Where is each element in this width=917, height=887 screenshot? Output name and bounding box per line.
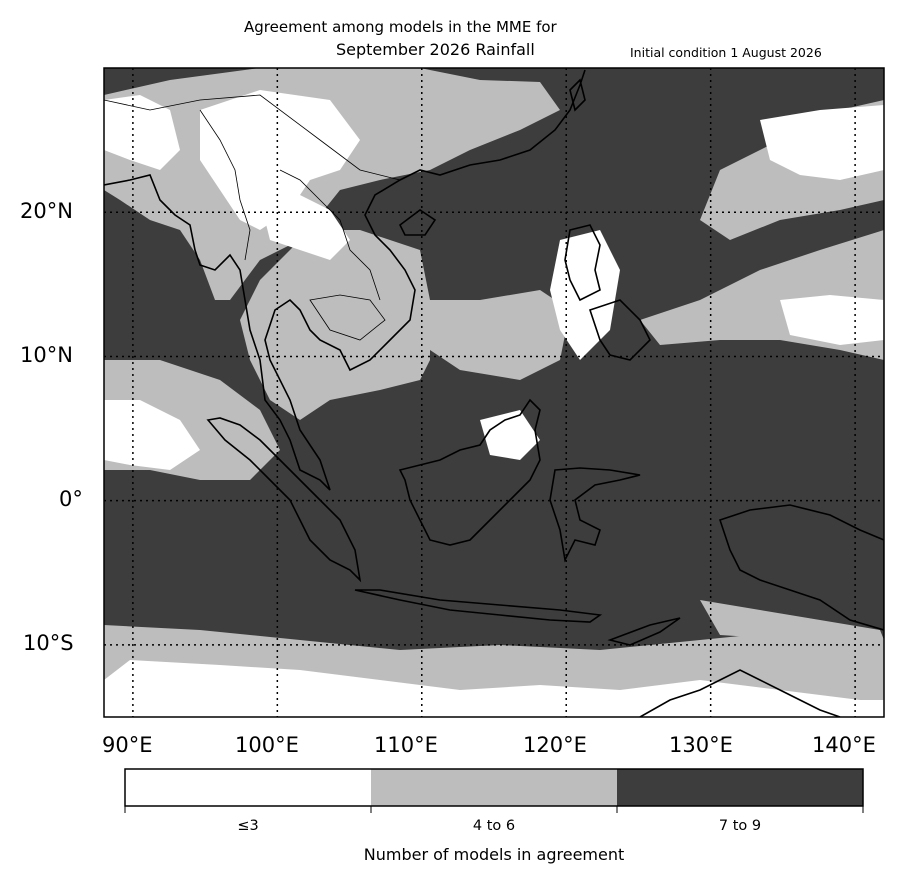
region-low-borneo-north bbox=[480, 410, 540, 460]
region-low-pacific2 bbox=[780, 295, 884, 345]
region-low-north-west bbox=[104, 95, 180, 170]
border-myanmar-thailand bbox=[199, 109, 251, 261]
region-low-philippines bbox=[550, 230, 620, 360]
colorbar-label-high: 7 to 9 bbox=[718, 818, 762, 834]
colorbar-swatch-low bbox=[125, 769, 371, 806]
coast-sumatra bbox=[206, 417, 362, 583]
agreement-regions-low bbox=[104, 90, 884, 717]
initial-condition-label: Initial condition 1 August 2026 bbox=[630, 45, 822, 60]
colorbar-title: Number of models in agreement bbox=[363, 845, 625, 864]
region-low-west-sumatra bbox=[104, 400, 200, 470]
coastlines bbox=[104, 69, 884, 717]
coast-sulawesi bbox=[549, 467, 641, 563]
region-low-indochina bbox=[200, 90, 360, 230]
colorbar-label-low: ≤3 bbox=[237, 818, 259, 834]
border-cambodia bbox=[309, 294, 386, 341]
border-china bbox=[104, 94, 401, 181]
region-low-laos bbox=[260, 195, 350, 260]
lat-label-10s: 10°S bbox=[23, 631, 74, 655]
region-mid-east-south bbox=[700, 600, 884, 640]
colorbar bbox=[124, 768, 864, 813]
chart-title-line2: September 2026 Rainfall bbox=[336, 40, 535, 59]
region-mid-scs bbox=[420, 290, 570, 380]
coast-new-guinea bbox=[718, 504, 884, 631]
coast-taiwan bbox=[569, 78, 586, 112]
map-frame bbox=[103, 67, 885, 718]
lon-label-100e: 100°E bbox=[235, 733, 299, 757]
lon-label-130e: 130°E bbox=[669, 733, 733, 757]
border-laos bbox=[279, 169, 381, 301]
coast-australia-north bbox=[639, 669, 841, 717]
lon-label-140e: 140°E bbox=[812, 733, 876, 757]
colorbar-label-mid: 4 to 6 bbox=[472, 818, 516, 834]
gridlines bbox=[104, 68, 884, 717]
chart-title-line1: Agreement among models in the MME for bbox=[244, 18, 557, 36]
coast-mainland-asia bbox=[104, 69, 586, 491]
lon-label-90e: 90°E bbox=[102, 733, 153, 757]
coast-borneo bbox=[398, 398, 541, 546]
region-mid-central bbox=[240, 230, 430, 420]
lat-label-0: 0° bbox=[59, 487, 83, 511]
lon-label-110e: 110°E bbox=[374, 733, 438, 757]
lat-label-20n: 20°N bbox=[20, 199, 73, 223]
colorbar-frame bbox=[124, 768, 864, 807]
coast-philippines-mindanao bbox=[588, 299, 651, 361]
region-low-pacific bbox=[760, 105, 884, 180]
colorbar-swatch-mid bbox=[371, 769, 617, 806]
colorbar-swatch-high bbox=[617, 769, 863, 806]
lon-label-120e: 120°E bbox=[523, 733, 587, 757]
lat-label-10n: 10°N bbox=[20, 343, 73, 367]
region-low-south bbox=[104, 660, 884, 717]
coast-java bbox=[354, 589, 603, 623]
borders bbox=[104, 94, 401, 341]
